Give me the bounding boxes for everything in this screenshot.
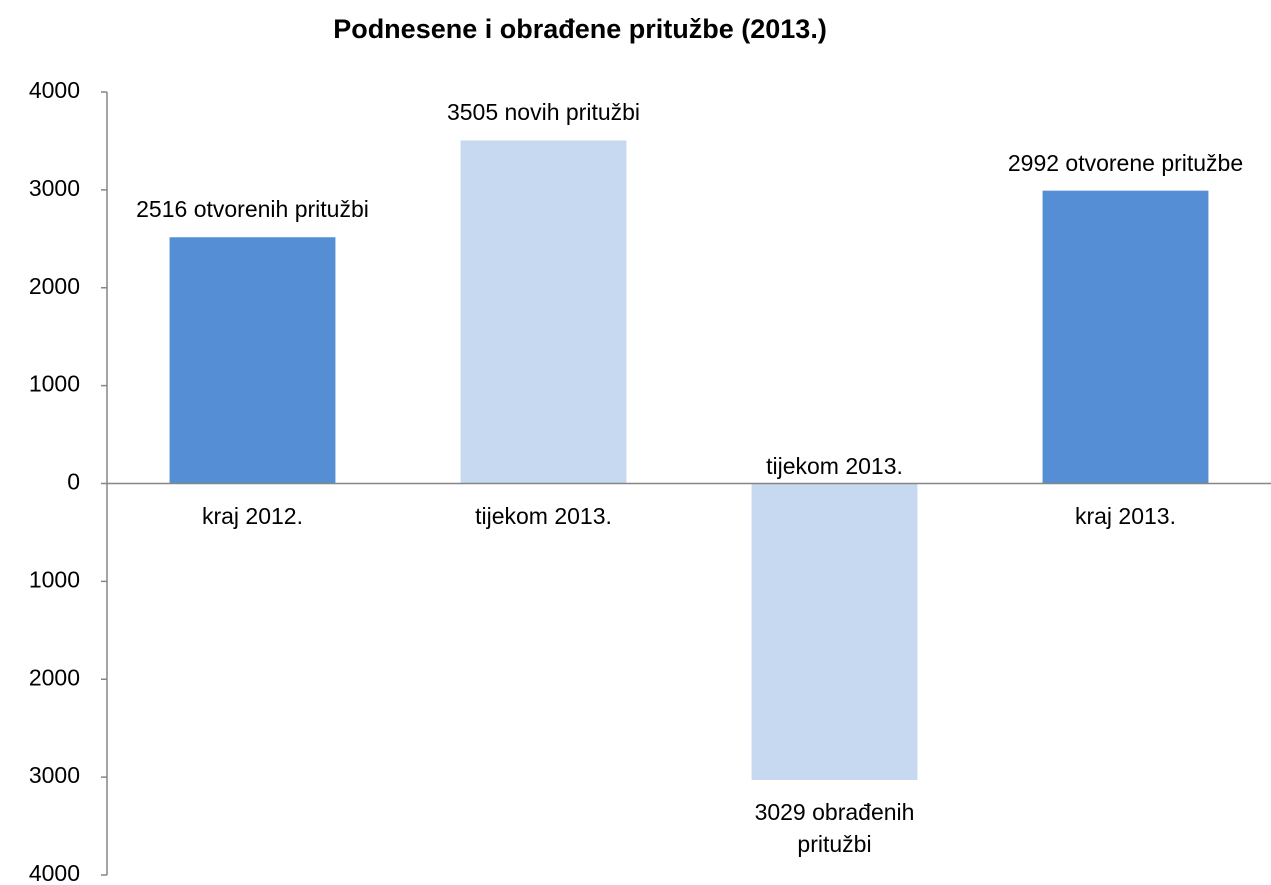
x-tick-label: tijekom 2013. [475,502,612,529]
x-tick-label: kraj 2013. [1074,502,1176,529]
x-tick-label: tijekom 2013. [766,452,903,479]
bar [1042,190,1209,484]
y-tick-label: 2000 [29,273,80,299]
x-tick-label: kraj 2012. [201,502,303,529]
y-tick-label: 2000 [29,664,80,690]
chart-title: Podnesene i obrađene pritužbe (2013.) [333,14,827,44]
y-tick-label: 3000 [29,762,80,788]
bar [460,140,627,484]
y-tick-label: 1000 [29,566,80,592]
bar [751,483,918,780]
data-label: 2516 otvorenih pritužbi [136,196,369,223]
bar [169,237,336,484]
data-label: 2992 otvorene pritužbe [1007,149,1244,176]
y-tick-label: 0 [67,469,80,495]
y-tick-label: 1000 [29,371,80,397]
data-label: 3029 obrađenih pritužbi [754,798,915,857]
y-tick-label: 4000 [29,77,80,103]
y-tick-label: 4000 [29,860,80,885]
y-tick-label: 3000 [29,175,80,201]
data-label: 3505 novih pritužbi [446,99,641,126]
